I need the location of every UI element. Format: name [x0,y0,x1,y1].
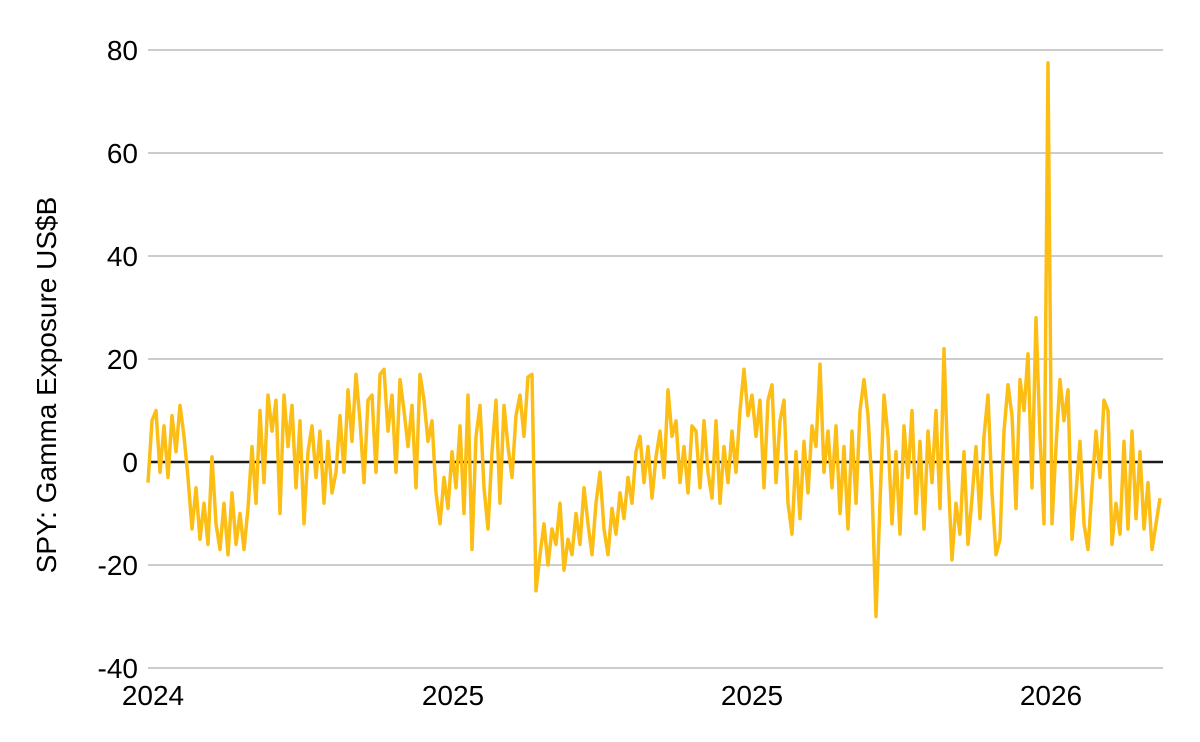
x-tick-label: 2026 [1020,680,1082,711]
y-tick-label: -40 [98,653,138,684]
y-tick-label: 40 [107,241,138,272]
y-tick-label: 20 [107,344,138,375]
x-tick-label: 2024 [122,680,184,711]
y-axis-title: SPY: Gamma Exposure US$B [31,197,62,574]
x-tick-label: 2025 [721,680,783,711]
y-tick-label: -20 [98,550,138,581]
x-tick-label: 2025 [422,680,484,711]
y-tick-label: 0 [122,447,138,478]
y-tick-label: 80 [107,35,138,66]
y-tick-label: 60 [107,138,138,169]
series-line [146,61,1162,619]
